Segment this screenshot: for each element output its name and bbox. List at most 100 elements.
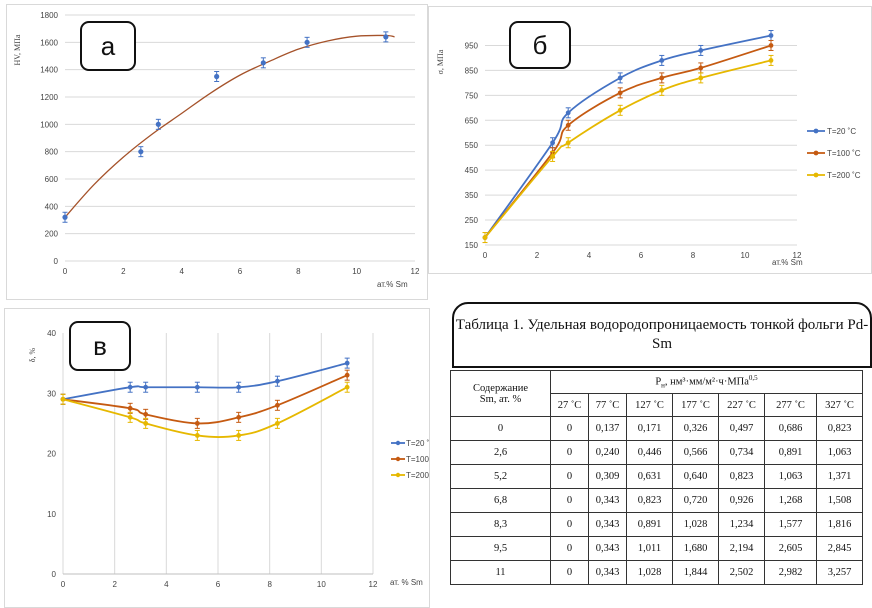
legend-label: T=100 ˚C [827,149,861,158]
temperature-header: 127 ˚C [626,393,673,417]
permeability-cell: 0,640 [672,464,719,489]
x-tick-label: 2 [535,251,540,260]
permeability-cell: 1,028 [626,560,673,585]
data-point [62,214,68,220]
legend-label: T=20 ˚C [406,439,430,448]
permeability-cell: 0,309 [588,464,627,489]
permeability-cell: 0 [550,416,589,441]
y-axis-label: HV, МПа [13,34,22,65]
y-tick-label: 750 [465,91,479,100]
x-tick-label: 6 [639,251,644,260]
y-tick-label: 250 [465,216,479,225]
table-row: 5,2 0 0,309 0,631 0,640 0,823 1,063 1,371 [450,464,863,489]
permeability-cell: 0,734 [718,440,765,465]
series-point [565,110,571,116]
series-point [236,414,242,420]
permeability-group-header: Pн, нм³·мм/м²·ч·МПа0,5 [550,370,863,394]
permeability-cell: 1,577 [764,512,817,537]
legend-marker [813,150,819,156]
permeability-cell: 3,257 [816,560,863,585]
x-tick-label: 10 [317,580,326,589]
composition-cell: 6,8 [450,488,551,513]
temperature-header: 227 ˚C [718,393,765,417]
permeability-table-wrap: Содержание Sm, ат. % Pн, нм³·мм/м²·ч·МПа… [450,370,872,608]
data-point [383,34,389,40]
legend-label: T=200 ˚C [406,471,430,480]
permeability-cell: 1,268 [764,488,817,513]
series-point [275,420,280,426]
series-point [275,378,280,384]
x-tick-label: 0 [61,580,66,589]
x-tick-label: 6 [238,267,243,276]
x-tick-label: 12 [369,580,378,589]
series-point [344,372,350,378]
permeability-cell: 0,720 [672,488,719,513]
composition-header: Содержание Sm, ат. % [450,370,551,417]
y-tick-label: 650 [465,116,479,125]
y-tick-label: 150 [465,241,479,250]
data-point [260,60,266,66]
series-point [482,235,488,240]
y-tick-label: 0 [52,570,57,579]
permeability-cell: 2,845 [816,536,863,561]
x-tick-label: 10 [741,251,750,260]
group-header-symbol: P [655,376,662,388]
x-tick-label: 4 [587,251,592,260]
permeability-cell: 0 [550,440,589,465]
series-line [484,59,772,239]
series-point [659,75,665,81]
y-tick-label: 400 [45,202,59,211]
legend-label: T=200 ˚C [827,171,861,180]
permeability-cell: 0,823 [626,488,673,513]
temperature-header: 277 ˚C [764,393,817,417]
series-point [236,384,242,390]
permeability-cell: 0,343 [588,512,627,537]
permeability-cell: 0,497 [718,416,765,441]
table-row: 0 0 0,137 0,171 0,326 0,497 0,686 0,823 [450,416,863,441]
x-tick-label: 12 [793,251,802,260]
legend-marker [395,472,401,478]
permeability-cell: 2,982 [764,560,817,585]
y-tick-label: 950 [465,41,479,50]
temperature-header: 177 ˚C [672,393,719,417]
table-row: 2,6 0 0,240 0,446 0,566 0,734 0,891 1,063 [450,440,863,465]
series-point [143,384,149,390]
composition-cell: 9,5 [450,536,551,561]
y-tick-label: 450 [465,166,479,175]
panel-tag-a: а [80,21,136,71]
permeability-cell: 0,891 [626,512,673,537]
permeability-table: Содержание Sm, ат. % Pн, нм³·мм/м²·ч·МПа… [450,370,863,585]
series-point [127,384,133,390]
x-tick-label: 12 [411,267,420,276]
permeability-cell: 1,371 [816,464,863,489]
chart-panel-b: 150 250 350 450 550 650 750 850 950 0 2 4 6 8 10 12 σ, М… [428,6,872,274]
y-tick-label: 0 [54,257,59,266]
x-tick-label: 2 [121,267,126,276]
series-point [565,140,571,146]
series-point [143,411,149,417]
x-axis-label: ат.% Sm [772,258,803,267]
series-point [127,414,133,420]
permeability-cell: 0 [550,464,589,489]
series-point [550,154,555,159]
x-tick-label: 6 [216,580,221,589]
x-tick-label: 2 [112,580,117,589]
series-point [617,90,623,96]
y-tick-label: 600 [45,175,59,184]
permeability-cell: 2,194 [718,536,765,561]
x-tick-label: 8 [267,580,272,589]
permeability-cell: 0 [550,488,589,513]
series-point [768,43,774,48]
legend-marker [395,456,401,462]
series-point [344,384,350,390]
table-row: 8,3 0 0,343 0,891 1,028 1,234 1,577 1,816 [450,512,863,537]
legend-label: T=20 ˚C [827,127,856,136]
series-point [768,33,774,38]
permeability-cell: 2,605 [764,536,817,561]
y-tick-label: 550 [465,141,479,150]
y-tick-label: 1000 [40,120,58,129]
panel-tag-c: в [69,321,131,371]
series-line [62,374,348,425]
legend-marker [813,128,819,134]
group-header-units: , нм³·мм/м²·ч·МПа [664,376,749,388]
